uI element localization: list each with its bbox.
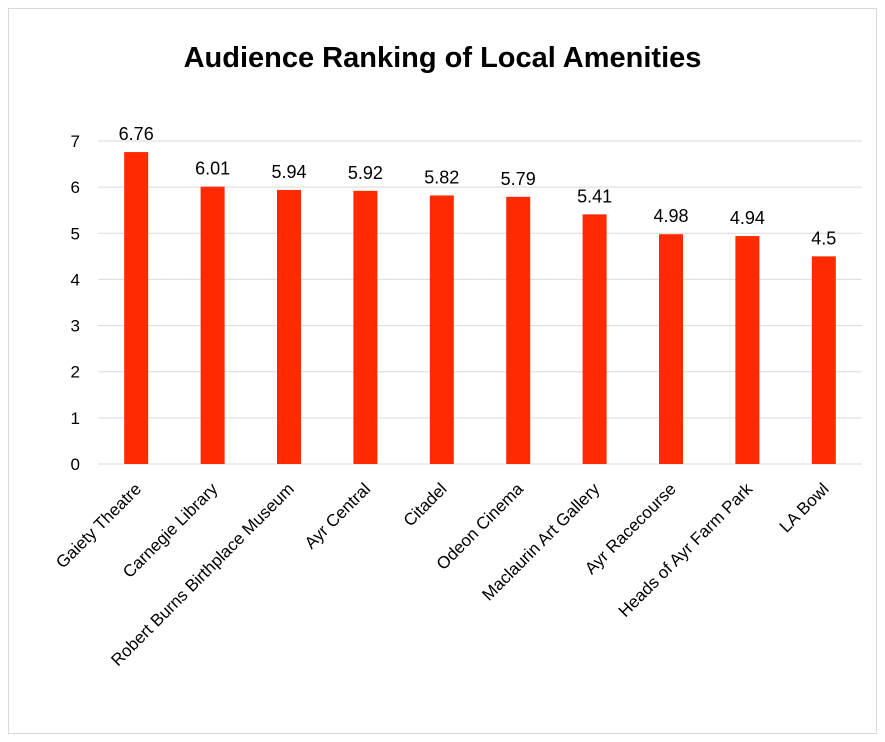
category-label: Citadel (400, 479, 451, 530)
data-label: 5.92 (348, 163, 383, 183)
data-label: 5.79 (501, 169, 536, 189)
bar (200, 186, 225, 464)
data-labels: 6.76 6.01 5.94 5.92 5.82 5.79 5.41 4.98 4.94 4.5 (119, 124, 837, 248)
category-label: Heads of Ayr Farm Park (615, 479, 757, 621)
bar (124, 152, 149, 464)
data-label: 5.82 (424, 167, 459, 187)
category-label: Ayr Central (301, 479, 374, 552)
y-tick-label: 1 (71, 409, 80, 428)
y-tick-label: 7 (71, 132, 80, 151)
bar (429, 195, 454, 464)
y-tick-label: 6 (71, 178, 80, 197)
bar (582, 214, 607, 464)
data-label: 6.76 (119, 124, 154, 144)
bar (506, 196, 531, 464)
bars (124, 152, 836, 464)
bar (659, 234, 683, 464)
bar (811, 256, 836, 464)
y-tick-label: 5 (71, 224, 80, 243)
y-tick-label: 0 (71, 455, 80, 474)
y-axis-ticks: 0 1 2 3 4 5 6 7 (71, 132, 80, 474)
data-label: 5.41 (577, 186, 612, 206)
y-tick-label: 2 (71, 363, 80, 382)
data-label: 4.98 (653, 206, 688, 226)
data-label: 4.5 (811, 228, 836, 248)
category-label: LA Bowl (776, 479, 833, 536)
data-label: 5.94 (271, 162, 306, 182)
y-tick-label: 3 (71, 317, 80, 336)
data-label: 4.94 (730, 208, 765, 228)
bar (277, 189, 301, 464)
chart-title: Audience Ranking of Local Amenities (183, 42, 702, 74)
gridlines (98, 140, 862, 465)
y-tick-label: 4 (71, 270, 80, 289)
bar (735, 236, 760, 464)
bar (353, 190, 378, 464)
data-label: 6.01 (195, 159, 230, 179)
